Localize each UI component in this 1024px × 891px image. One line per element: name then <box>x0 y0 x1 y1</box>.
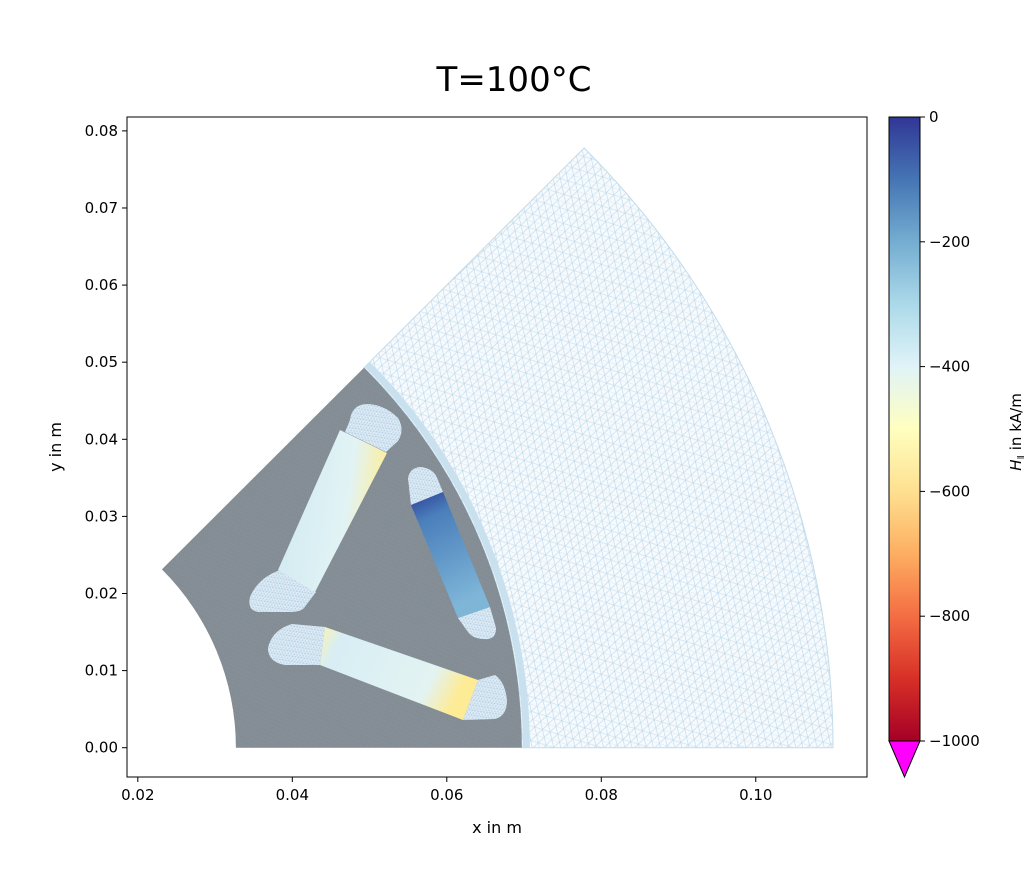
colorbar-label-main: H <box>1007 460 1024 471</box>
chart-title: T=100°C <box>436 60 592 100</box>
x-tick-label: 0.06 <box>430 786 463 804</box>
colorbar-tick-label: −200 <box>929 233 970 251</box>
colorbar-tick-label: −800 <box>929 607 970 625</box>
y-tick-label: 0.05 <box>85 353 118 371</box>
y-tick-label: 0.08 <box>85 122 118 140</box>
y-axis-label: y in m <box>46 422 65 472</box>
x-tick-label: 0.08 <box>585 786 618 804</box>
x-tick-label: 0.04 <box>276 786 309 804</box>
colorbar-tick-label: 0 <box>929 108 939 126</box>
y-tick-label: 0.01 <box>85 662 118 680</box>
air-mesh-lines <box>364 147 834 748</box>
colorbar-label: H‖ in kA/m <box>1007 393 1024 471</box>
magnet-3 <box>320 627 478 720</box>
x-tick-label: 0.10 <box>739 786 772 804</box>
colorbar-tick-label: −400 <box>929 358 970 376</box>
rotor-mesh-lines <box>161 367 522 748</box>
magnet-2 <box>411 492 490 618</box>
x-axis-ticks: 0.02 0.04 0.06 0.08 0.10 <box>121 777 772 804</box>
colorbar-label-rest: in kA/m <box>1007 393 1024 455</box>
x-tick-label: 0.02 <box>121 786 154 804</box>
axes-frame <box>126 116 868 778</box>
y-tick-label: 0.02 <box>85 584 118 602</box>
plot-area: 0.02 0.04 0.06 0.08 0.10 0.000.010.020.030.0… <box>46 116 868 837</box>
y-tick-label: 0.03 <box>85 507 118 525</box>
x-axis-label: x in m <box>472 818 522 837</box>
pocket-mesh <box>249 404 507 720</box>
magnet-1 <box>278 430 387 592</box>
colorbar-extend-min-triangle <box>888 740 921 779</box>
y-tick-label: 0.00 <box>85 739 118 757</box>
colorbar-tick-label: −1000 <box>929 732 980 750</box>
y-tick-label: 0.06 <box>85 276 118 294</box>
y-tick-label: 0.07 <box>85 199 118 217</box>
air-gap-dense-mesh <box>364 361 530 748</box>
colorbar-gradient <box>888 116 921 742</box>
y-tick-label: 0.04 <box>85 430 118 448</box>
colorbar-tick-label: −600 <box>929 482 970 500</box>
colorbar-label-sub: ‖ <box>1017 455 1024 460</box>
colorbar-ticks: 0 −200 −400 −600 −800 −1000 <box>920 108 980 750</box>
y-axis-ticks: 0.00 0.01 0.02 0.03 0.04 0.05 0.06 0.07 0.08 <box>85 122 127 757</box>
colorbar: 0 −200 −400 −600 −800 −1000 H‖ in kA/m <box>888 108 1024 779</box>
